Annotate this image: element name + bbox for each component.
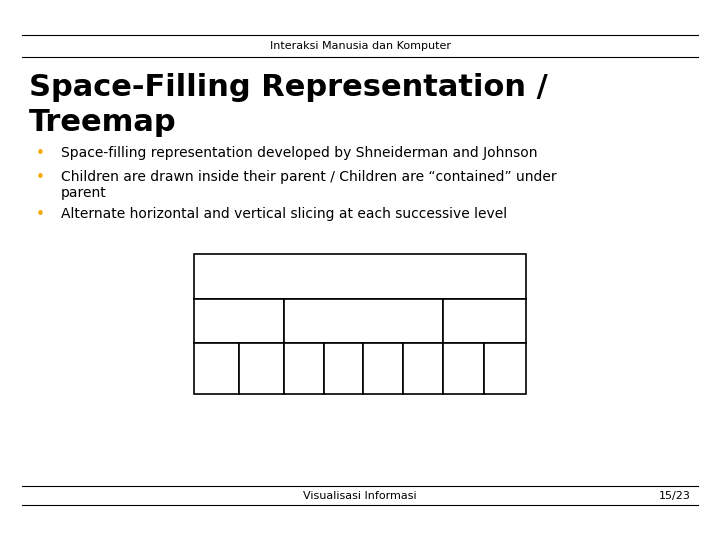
Bar <box>239 343 284 394</box>
Bar <box>194 299 284 343</box>
Text: parent: parent <box>61 186 107 200</box>
Text: •: • <box>36 170 45 185</box>
Text: Interaksi Manusia dan Komputer: Interaksi Manusia dan Komputer <box>269 41 451 51</box>
Bar <box>194 254 526 299</box>
Text: Alternate horizontal and vertical slicing at each successive level: Alternate horizontal and vertical slicin… <box>61 207 508 221</box>
Text: Space-Filling Representation /: Space-Filling Representation / <box>29 73 547 102</box>
Text: •: • <box>36 146 45 161</box>
Bar <box>323 343 364 394</box>
Bar <box>284 299 443 343</box>
Bar <box>284 343 323 394</box>
Text: Space-filling representation developed by Shneiderman and Johnson: Space-filling representation developed b… <box>61 146 538 160</box>
Text: 15/23: 15/23 <box>660 491 691 501</box>
Text: Visualisasi Informasi: Visualisasi Informasi <box>303 491 417 501</box>
Bar <box>364 343 403 394</box>
Text: Treemap: Treemap <box>29 108 176 137</box>
Bar <box>403 343 443 394</box>
Text: •: • <box>36 207 45 222</box>
Bar <box>194 343 239 394</box>
Text: Children are drawn inside their parent / Children are “contained” under: Children are drawn inside their parent /… <box>61 170 557 184</box>
Bar <box>443 343 485 394</box>
Bar <box>485 343 526 394</box>
Bar <box>443 299 526 343</box>
